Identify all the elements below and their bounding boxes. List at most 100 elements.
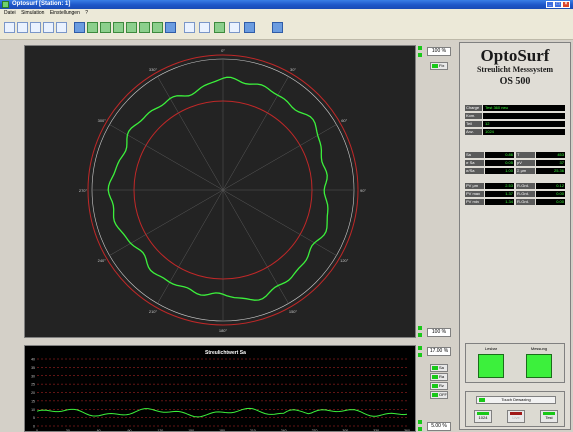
info-row: Anz. 1024 [465,129,565,136]
main-area: 0° 30° 60° 90° 120° 150° 180° 210° 240° 270° 300° 3… [0,40,573,432]
m-label: Sa [465,152,484,158]
trend-toggle-sa[interactable]: Sa [430,364,448,372]
btn-live[interactable]: Live [507,410,525,423]
pv-value: 2.53 [485,183,514,189]
sync-icon [418,420,422,424]
trend-x-tick: 30 [66,429,70,432]
state-panel: Lesbar Messung [465,343,565,383]
m-label: σ Sa [465,160,484,166]
info-row: Charge Test 360 neu [465,105,565,112]
pv-flabel: R-Grd. [516,199,535,205]
pen-icon[interactable] [214,22,225,33]
measure-icon[interactable] [56,22,67,33]
state-label: Lesbar [484,346,498,351]
m-value: 37 [536,160,565,166]
radial-gridline [222,189,289,304]
open-icon[interactable] [30,22,41,33]
sync-icon [418,53,422,57]
trend-y-tick: 30 [31,374,35,378]
trend-x-tick: 180 [219,429,225,432]
settings-icon[interactable] [272,22,283,33]
sync-icon [418,346,422,350]
measurement-row: Sa 0.86 T 453 [465,152,565,159]
trend-scale-bottom[interactable]: 5.00 % [427,422,451,431]
trend-y-tick: 35 [31,366,35,370]
view-a-icon[interactable] [74,22,85,33]
trend-x-tick: 360 [404,429,410,432]
btn-test-label: Test [545,415,553,420]
pv-label: PV max [465,191,484,197]
arrow-icon[interactable] [184,22,195,33]
trend-trace [36,407,408,418]
state-label: Messung [530,346,548,351]
cross-icon[interactable] [199,22,210,33]
radial-gridline [157,76,224,191]
maximize-icon[interactable]: □ [554,1,562,8]
pv-flabel: R-Grd. [516,183,535,189]
trend-x-tick: 150 [188,429,194,432]
view-h-icon[interactable] [165,22,176,33]
view-c-icon[interactable] [100,22,111,33]
trend-toggle-rz[interactable]: Rz [430,382,448,390]
info-value: Test 360 neu [483,105,565,111]
angle-label: 60° [341,118,347,123]
touch-dewaxing-button[interactable]: Touch Dewaxing [476,396,556,404]
action-panel: Touch Dewaxing 1024 Live Test [465,391,565,427]
menu-simulation[interactable]: Simulation [21,10,45,16]
pv-row: PV μm 2.53 R-Grd. 0.12 [465,183,565,190]
trend-toggle-off[interactable]: OFF [430,391,448,399]
menu-bar: Datei Simulation Einstellungen ? [0,9,573,17]
pv-label: PV min [465,199,484,205]
edit-icon[interactable] [17,22,28,33]
m-label: σ/Sa [465,168,484,174]
new-file-icon[interactable] [4,22,15,33]
info-label: Kom. [465,113,482,119]
state-messung: Messung [526,346,552,378]
view-b-icon[interactable] [87,22,98,33]
trend-toggle-label: Sa [439,365,444,370]
view-d-icon[interactable] [113,22,124,33]
view-e-icon[interactable] [126,22,137,33]
outer-ring [87,54,359,326]
menu-einstellungen[interactable]: Einstellungen [49,10,80,16]
title-bar: Optosurf [Station: 1] _ □ × [0,0,573,9]
polar-fix-toggle[interactable]: Fix [430,62,448,70]
m-value: 453 [536,152,565,158]
pv-fvalue: 0.00 [536,191,565,197]
close-icon[interactable]: × [562,1,570,8]
m-value: 25.36 [536,168,565,174]
view-g-icon[interactable] [152,22,163,33]
trend-scale-top[interactable]: 17.00 % [427,347,451,356]
polar-scale-top[interactable]: 100 % [427,47,451,56]
menu-datei[interactable]: Datei [4,10,16,16]
trend-y-tick: 25 [31,383,35,387]
angle-label: 150° [289,309,298,314]
rocket-icon[interactable] [229,22,240,33]
info-value: 12 [483,121,565,127]
pv-flabel: R-Grd. [516,191,535,197]
view-f-icon[interactable] [139,22,150,33]
radial-gridline [109,189,224,256]
brand-subtitle: Streulicht Messsystem [476,65,554,74]
save-icon[interactable] [43,22,54,33]
measurement-row: σ Sa 0.05 pV 37 [465,160,565,167]
led-icon [543,412,555,415]
trend-toggle-ra[interactable]: Ra [430,373,448,381]
trend-x-tick: 90 [128,429,132,432]
trend-y-tick: 5 [33,416,35,420]
trend-y-tick: 0 [33,425,35,429]
pv-label: PV μm [465,183,484,189]
menu-help[interactable]: ? [85,10,89,16]
status-light-icon [478,354,504,378]
sync-icon [418,427,422,431]
radial-gridline [157,189,224,304]
trend-toggle-label: OFF [439,392,447,397]
polar-scale-bottom[interactable]: 100 % [427,328,451,337]
btn-1024[interactable]: 1024 [474,410,492,423]
eraser-icon[interactable] [244,22,255,33]
sync-icon [418,353,422,357]
btn-test[interactable]: Test [540,410,558,423]
minimize-icon[interactable]: _ [546,1,554,8]
